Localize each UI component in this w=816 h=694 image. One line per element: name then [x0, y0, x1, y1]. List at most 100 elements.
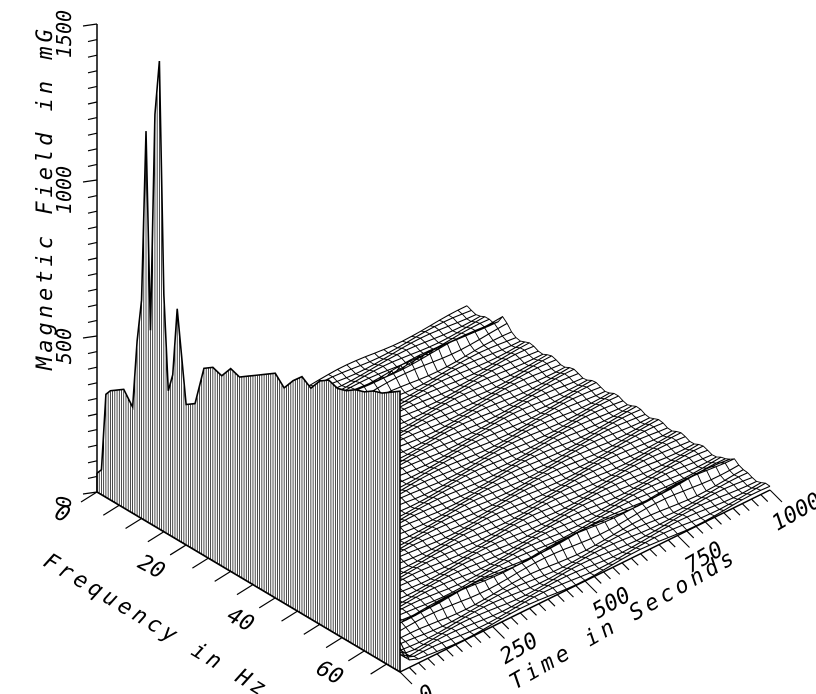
mesh-line-time	[420, 330, 724, 511]
z-tick	[87, 163, 98, 167]
mesh-line-time	[439, 319, 743, 501]
z-tick	[87, 101, 98, 105]
x-tick-label: 40	[223, 603, 258, 638]
y-tick	[741, 503, 750, 512]
y-tick	[510, 617, 519, 625]
z-tick	[82, 335, 98, 339]
x-tick	[169, 544, 187, 556]
z-tick	[87, 195, 98, 199]
back-wall-profile	[96, 60, 401, 674]
y-tick	[621, 562, 630, 571]
x-tick	[303, 623, 321, 635]
mesh-line-time	[392, 345, 697, 527]
x-tick	[370, 663, 387, 675]
mesh-line-time	[429, 325, 734, 506]
y-tick	[575, 585, 584, 593]
x-tick	[281, 610, 298, 622]
y-tick	[556, 594, 565, 603]
x-tick	[147, 531, 165, 543]
mesh-line-time	[374, 352, 678, 535]
z-tick	[87, 54, 98, 58]
z-tick	[87, 288, 98, 292]
x-tick	[325, 637, 343, 649]
z-tick	[82, 179, 98, 183]
z-tick	[87, 382, 98, 386]
y-tick	[538, 603, 547, 612]
y-tick	[612, 566, 621, 575]
z-tick	[87, 397, 98, 401]
z-tick	[87, 475, 98, 479]
x-tick	[192, 557, 209, 569]
z-tick	[87, 39, 98, 43]
z-tick	[82, 491, 98, 495]
y-tick	[640, 553, 648, 562]
y-tick	[408, 667, 417, 675]
y-tick	[630, 557, 639, 566]
z-tick	[87, 70, 98, 74]
y-tick	[603, 571, 611, 580]
y-tick	[566, 589, 574, 598]
y-tick	[473, 635, 482, 643]
y-tick	[695, 526, 704, 534]
z-tick-label: 1000	[52, 166, 76, 214]
y-tick	[427, 657, 436, 666]
y-tick	[760, 494, 769, 502]
z-tick	[87, 148, 98, 152]
x-tick	[258, 597, 276, 609]
y-tick	[769, 489, 783, 503]
y-tick	[455, 644, 463, 653]
z-tick	[87, 444, 98, 448]
z-tick	[87, 85, 98, 89]
y-tick	[732, 507, 741, 516]
y-tick	[686, 530, 695, 539]
y-tick	[519, 612, 528, 621]
z-tick	[82, 23, 98, 27]
z-tick	[87, 319, 98, 323]
y-tick	[399, 671, 413, 685]
x-tick	[214, 570, 231, 582]
z-tick-label: 1500	[52, 10, 76, 58]
z-tick	[87, 351, 98, 355]
z-tick-label: 0	[52, 496, 76, 508]
x-tick	[125, 517, 142, 529]
y-tick	[445, 648, 454, 657]
y-tick	[704, 521, 713, 530]
mesh-line-time	[448, 314, 752, 496]
mesh-line-time	[364, 356, 669, 538]
y-tick	[464, 639, 473, 648]
z-tick	[87, 413, 98, 417]
y-tick	[723, 512, 732, 521]
z-tick	[87, 241, 98, 245]
y-tick	[667, 539, 676, 548]
y-tick	[751, 498, 759, 507]
z-tick	[87, 273, 98, 277]
mesh-line-time	[411, 335, 715, 517]
y-tick	[436, 653, 445, 662]
z-axis-label: Magnetic Field in mG	[33, 25, 58, 371]
mesh-line-time	[466, 305, 771, 487]
y-tick	[658, 544, 667, 552]
mesh-line-time	[457, 309, 761, 491]
x-tick	[102, 504, 120, 516]
y-tick	[584, 580, 598, 594]
y-tick	[593, 576, 602, 584]
y-tick	[482, 630, 491, 639]
y-tick	[677, 535, 690, 548]
z-tick	[87, 460, 98, 464]
y-axis-label: Time in Seconds	[506, 544, 743, 694]
z-tick	[87, 304, 98, 308]
y-tick	[649, 548, 658, 557]
y-tick	[418, 662, 426, 671]
x-axis-line	[96, 491, 401, 673]
mesh-line-time	[355, 360, 660, 542]
y-tick	[529, 607, 537, 616]
x-tick-label: 60	[312, 656, 347, 691]
x-tick	[80, 491, 98, 503]
z-tick-label: 500	[52, 328, 76, 364]
y-tick-label: 0	[415, 680, 439, 694]
z-tick	[87, 226, 98, 230]
z-tick	[87, 132, 98, 136]
x-tick	[236, 584, 254, 596]
